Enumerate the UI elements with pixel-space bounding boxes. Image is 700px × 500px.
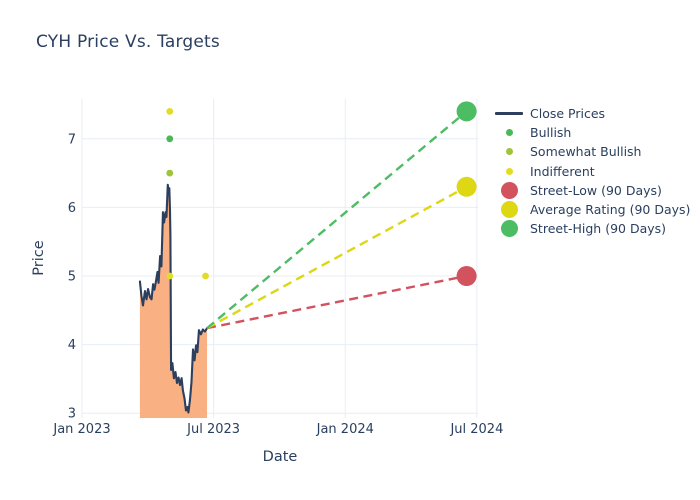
target-line — [206, 185, 468, 330]
rating-dot — [166, 135, 174, 143]
close-prices-line — [138, 183, 209, 414]
bullish-dot-icon — [505, 129, 513, 137]
legend-item-label: Average Rating (90 Days) — [530, 202, 691, 218]
x-tick-label: Jul 2023 — [186, 422, 240, 437]
legend-marker-box — [490, 220, 528, 238]
x-tick-label: Jan 2023 — [52, 422, 110, 437]
target-line — [206, 274, 467, 330]
legend-item-somewhat-bullish[interactable]: Somewhat Bullish — [490, 142, 690, 161]
target-dot — [456, 265, 477, 286]
somewhat-bullish-dot-icon — [505, 148, 513, 156]
legend-item-label: Somewhat Bullish — [530, 144, 642, 160]
y-tick-label: 6 — [68, 201, 76, 216]
x-tick-label: Jul 2024 — [449, 422, 503, 437]
street-low-dot-icon — [500, 181, 518, 199]
legend-item-close-prices[interactable]: Close Prices — [490, 104, 690, 123]
y-tick-label: 4 — [68, 338, 76, 353]
y-axis-title: Price — [31, 240, 47, 275]
y-tick-label: 7 — [68, 132, 76, 147]
legend-item-label: Street-High (90 Days) — [530, 221, 667, 237]
y-tick-label: 5 — [68, 269, 76, 284]
legend-item-indifferent[interactable]: Indifferent — [490, 162, 690, 181]
legend-item-average-rating[interactable]: Average Rating (90 Days) — [490, 200, 690, 219]
chart-title: CYH Price Vs. Targets — [36, 32, 220, 52]
legend-item-label: Bullish — [530, 125, 572, 141]
legend-item-street-high[interactable]: Street-High (90 Days) — [490, 219, 690, 238]
legend-marker-box — [490, 201, 528, 219]
legend-item-label: Close Prices — [530, 106, 606, 122]
price-area-fill — [139, 184, 208, 418]
x-axis-title: Date — [263, 449, 298, 465]
legend-marker-box — [490, 129, 528, 137]
x-tick-label: Jan 2024 — [316, 422, 374, 437]
average-rating-dot-icon — [500, 201, 518, 219]
legend: Close Prices Bullish Somewhat Bullish In… — [490, 104, 690, 238]
rating-dot — [166, 169, 174, 177]
legend-item-street-low[interactable]: Street-Low (90 Days) — [490, 181, 690, 200]
legend-marker-box — [490, 181, 528, 199]
legend-marker-box — [490, 148, 528, 156]
target-line — [206, 110, 468, 330]
legend-marker-box — [490, 112, 528, 115]
rating-dot — [166, 107, 174, 115]
rating-dot — [166, 272, 174, 280]
legend-item-label: Street-Low (90 Days) — [530, 182, 662, 198]
legend-item-label: Indifferent — [530, 163, 595, 179]
street-high-dot-icon — [500, 220, 518, 238]
rating-dot — [202, 272, 209, 280]
close-prices-line-icon — [495, 112, 523, 115]
legend-marker-box — [490, 167, 528, 175]
indifferent-dot-icon — [505, 167, 513, 175]
target-dot — [456, 176, 477, 197]
legend-item-bullish[interactable]: Bullish — [490, 123, 690, 142]
y-tick-label: 3 — [68, 407, 76, 422]
target-dot — [456, 101, 477, 122]
